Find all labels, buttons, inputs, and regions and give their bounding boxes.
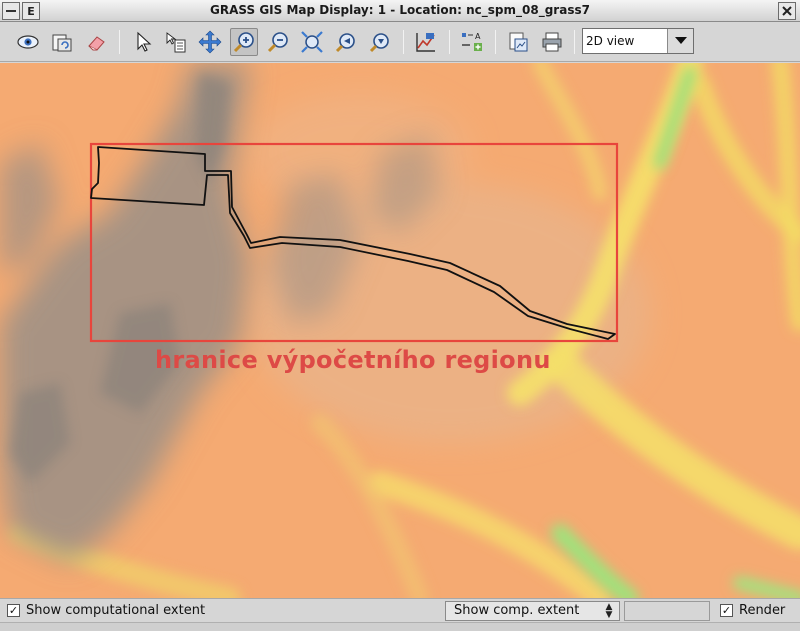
e-button-label: E bbox=[27, 4, 35, 18]
save-image-icon bbox=[509, 32, 528, 52]
map-toolbar: A 2D view bbox=[0, 22, 800, 62]
title-bar: E GRASS GIS Map Display: 1 - Location: n… bbox=[0, 0, 800, 22]
elevation-raster bbox=[0, 63, 800, 598]
status-bar: ✓ Show computational extent Show comp. e… bbox=[0, 598, 800, 622]
display-map-button[interactable] bbox=[14, 28, 42, 56]
pointer-button[interactable] bbox=[130, 28, 158, 56]
toolbar-separator bbox=[403, 30, 404, 54]
zoom-back-icon bbox=[335, 33, 355, 53]
analyze-icon bbox=[416, 33, 435, 52]
analyze-button[interactable] bbox=[412, 28, 440, 56]
toolbar-separator bbox=[119, 30, 120, 54]
toolbar-separator bbox=[449, 30, 450, 54]
chevron-down-icon[interactable] bbox=[667, 29, 693, 53]
pan-button[interactable] bbox=[196, 28, 224, 56]
region-boundary bbox=[89, 142, 619, 343]
query-icon bbox=[166, 32, 186, 53]
print-button[interactable] bbox=[538, 28, 566, 56]
view-mode-value: 2D view bbox=[586, 34, 635, 48]
zoom-in-button[interactable] bbox=[230, 28, 258, 56]
zoom-back-button[interactable] bbox=[332, 28, 360, 56]
query-button[interactable] bbox=[162, 28, 190, 56]
pointer-icon bbox=[137, 31, 152, 52]
zoom-in-icon bbox=[233, 32, 254, 53]
region-annotation: hranice výpočetního regionu bbox=[155, 346, 551, 374]
show-extent-checkbox[interactable]: ✓ bbox=[7, 604, 20, 617]
erase-button[interactable] bbox=[82, 28, 110, 56]
toolbar-separator bbox=[574, 30, 575, 54]
e-button[interactable]: E bbox=[22, 2, 40, 20]
zoom-menu-button[interactable] bbox=[366, 28, 394, 56]
close-icon bbox=[782, 6, 792, 16]
render-checkbox[interactable]: ✓ bbox=[720, 604, 733, 617]
statusbar-field bbox=[624, 601, 710, 621]
toolbar-separator bbox=[495, 30, 496, 54]
statusbar-mode-combo[interactable]: Show comp. extent ▲ ▼ bbox=[445, 601, 620, 621]
zoom-menu-icon bbox=[369, 33, 389, 53]
overlay-icon: A bbox=[462, 32, 482, 51]
overlay-button[interactable]: A bbox=[458, 28, 486, 56]
window-menu-button[interactable] bbox=[2, 2, 20, 20]
map-canvas[interactable]: hranice výpočetního regionu bbox=[0, 63, 800, 598]
spin-arrows-icon: ▲ ▼ bbox=[605, 602, 613, 620]
save-image-button[interactable] bbox=[504, 28, 532, 56]
view-mode-select[interactable]: 2D view bbox=[582, 28, 694, 54]
print-icon bbox=[542, 32, 562, 52]
close-button[interactable] bbox=[778, 2, 796, 20]
render-map-button[interactable] bbox=[48, 28, 76, 56]
zoom-out-button[interactable] bbox=[264, 28, 292, 56]
erase-icon bbox=[88, 36, 105, 51]
vector-boundary bbox=[90, 146, 616, 340]
render-map-icon bbox=[52, 34, 72, 52]
zoom-extent-button[interactable] bbox=[298, 28, 326, 56]
window-bottom-edge bbox=[0, 622, 800, 631]
render-label: Render bbox=[739, 603, 786, 618]
pan-icon bbox=[198, 30, 222, 54]
show-extent-label: Show computational extent bbox=[26, 603, 206, 618]
zoom-extent-icon bbox=[301, 31, 323, 53]
svg-text:A: A bbox=[475, 32, 481, 41]
display-map-icon bbox=[17, 35, 39, 49]
zoom-out-icon bbox=[267, 32, 288, 53]
statusbar-mode-value: Show comp. extent bbox=[454, 603, 580, 618]
window-title: GRASS GIS Map Display: 1 - Location: nc_… bbox=[210, 3, 590, 17]
